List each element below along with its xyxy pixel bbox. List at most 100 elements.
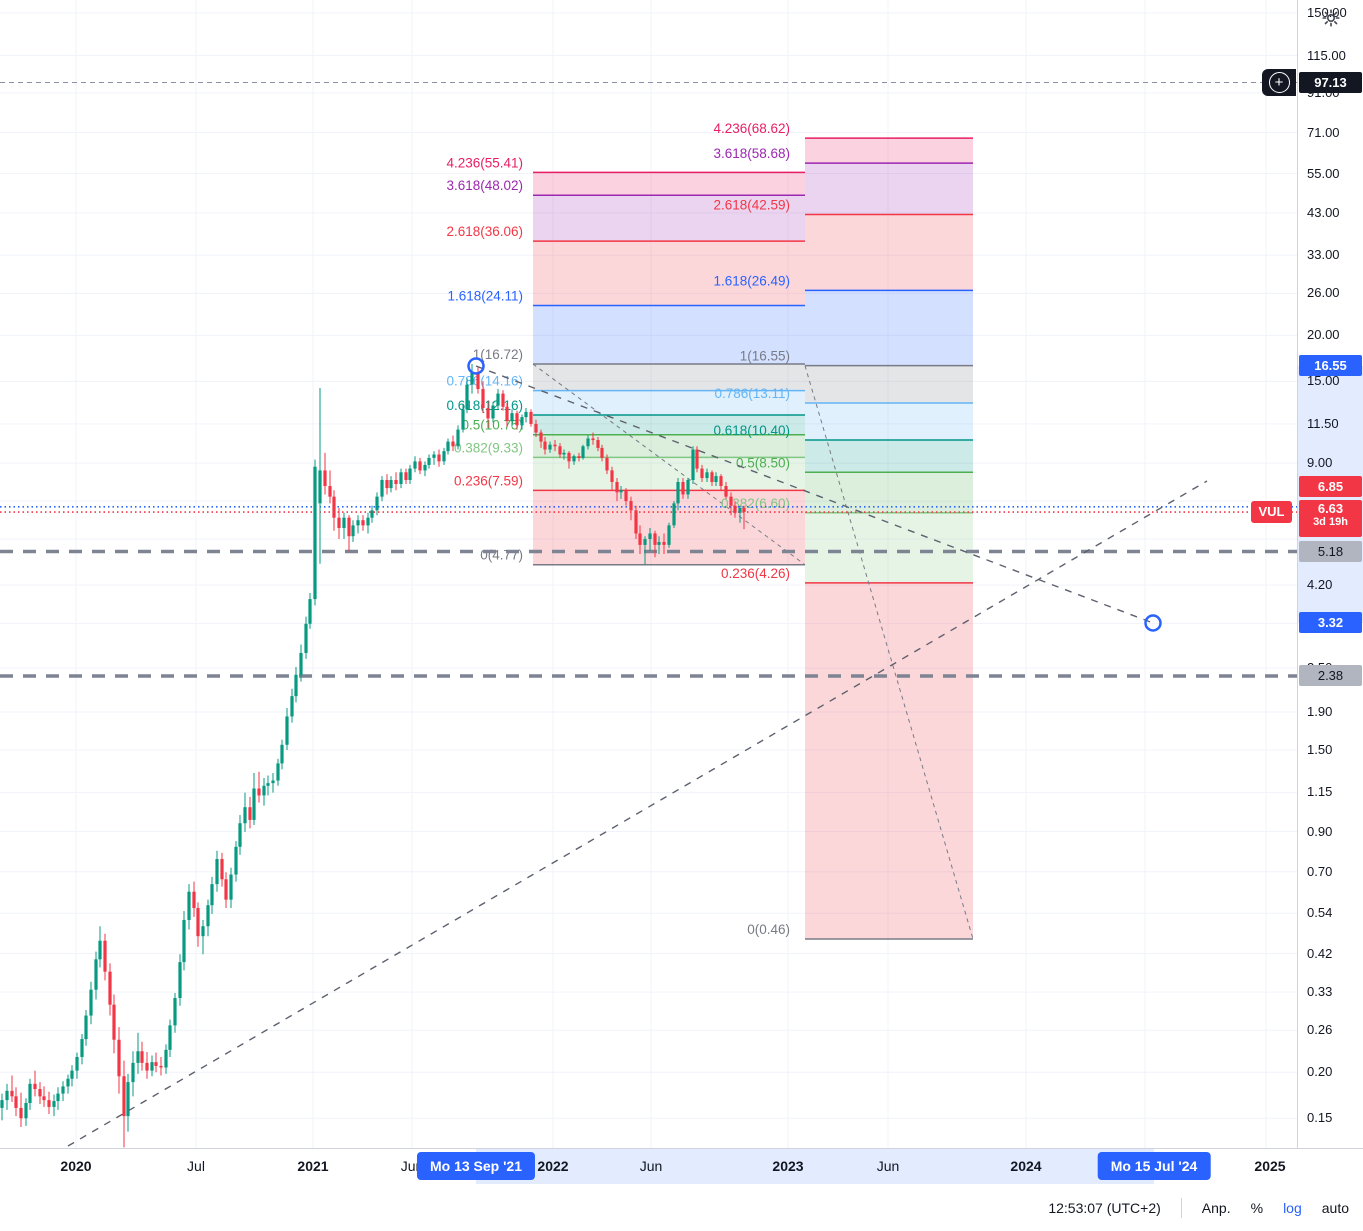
fib-level-label: 0.5(10.75) (461, 418, 523, 433)
price-tick: 11.50 (1307, 415, 1339, 431)
fib-level-label: 4.236(68.62) (713, 121, 790, 136)
symbol-price-label: VUL (1251, 501, 1292, 524)
candle-body (136, 1051, 140, 1063)
trendline-handle[interactable] (1144, 614, 1162, 632)
candle-body (742, 507, 746, 513)
candle-body (164, 1049, 168, 1068)
fib-band (533, 364, 805, 391)
candle-body (591, 438, 595, 441)
price-tick: 1.15 (1307, 784, 1333, 800)
candle-body (667, 525, 671, 545)
candle-body (66, 1078, 70, 1087)
candle-body (366, 517, 370, 526)
candle-body (432, 454, 436, 458)
chart-plot-area[interactable]: 0(4.77) 0.236(7.59) 0.382(9.33) 0.5(10.75) 0… (0, 0, 1297, 1148)
fib-band (805, 582, 973, 939)
add-alert-plus-button[interactable]: + (1262, 69, 1296, 96)
fib-level-label: 0.618(10.40) (713, 423, 790, 438)
anchor-date-1-badge: Mo 13 Sep '21 (416, 1152, 536, 1180)
candle-body (451, 441, 455, 447)
candle-body (294, 674, 298, 697)
candle-body (605, 457, 609, 471)
candle-body (89, 989, 93, 1016)
trendline-handle[interactable] (467, 357, 485, 375)
last-price-badge: 6.63 3d 19h (1299, 500, 1362, 538)
gear-icon[interactable] (1321, 8, 1341, 28)
countdown-label: 3d 19h (1313, 516, 1348, 529)
fib-band (533, 414, 805, 435)
candle-body (173, 998, 177, 1026)
candle-body (501, 393, 505, 407)
candle-body (648, 533, 652, 540)
fib-level-label: 1.618(26.49) (713, 273, 790, 288)
candle-body (318, 470, 322, 504)
fib-level-label: 1(16.55) (740, 349, 790, 364)
fib-anchor-line (804, 365, 974, 940)
time-tick: 2023 (772, 1158, 804, 1174)
candle-body (75, 1056, 79, 1071)
candle-body (285, 716, 289, 745)
candle-body (47, 1100, 51, 1107)
candle-body (313, 466, 317, 600)
candle-body (446, 441, 450, 452)
candle-body (491, 405, 495, 419)
fib-band (533, 305, 805, 365)
fib-level-label: 1.618(24.11) (447, 288, 523, 303)
candle-body (610, 470, 614, 482)
candle-body (38, 1089, 42, 1097)
fib-band (805, 365, 973, 403)
price-axis[interactable]: 150.00115.0091.0071.0055.0043.0033.0026.… (1297, 0, 1363, 1148)
time-axis-selection-highlight (476, 1149, 1154, 1184)
fib-band (533, 172, 805, 196)
candle-body (220, 859, 224, 880)
fib-band (533, 434, 805, 458)
candle-body (586, 438, 590, 447)
candle-body (710, 472, 714, 482)
candle-body (437, 454, 441, 462)
fib-level-label: 0.5(8.50) (736, 455, 790, 470)
candle-body (98, 940, 102, 960)
time-tick: Jul (187, 1158, 205, 1174)
candle-body (168, 1025, 172, 1050)
candle-body (558, 446, 562, 455)
price-tick: 20.00 (1307, 327, 1340, 343)
anchor-date-2-badge: Mo 15 Jul '24 (1097, 1152, 1211, 1180)
candle-body (539, 432, 543, 442)
candle-body (323, 470, 327, 487)
price-tick: 0.26 (1307, 1022, 1333, 1038)
candle-body (10, 1090, 14, 1097)
fib-band (805, 402, 973, 441)
toolbar-divider (1180, 1197, 1182, 1218)
time-tick: Jun (639, 1158, 663, 1174)
price-tick: 55.00 (1307, 165, 1340, 181)
candle-body (389, 480, 393, 489)
chart-canvas[interactable]: 0(4.77)0.236(7.59)0.382(9.33)0.5(10.75)0… (0, 0, 1297, 1148)
log-scale-toggle[interactable]: log (1283, 1199, 1302, 1216)
candle-body (427, 457, 431, 465)
candle-body (524, 411, 528, 418)
candle-body (108, 971, 112, 1005)
candle-body (117, 1039, 121, 1077)
clock-utc[interactable]: 12:53:07 (UTC+2) (1048, 1199, 1161, 1216)
price-tick: 0.54 (1307, 905, 1333, 921)
percent-scale-toggle[interactable]: % (1250, 1199, 1264, 1216)
candle-body (394, 480, 398, 485)
time-tick: 2024 (1010, 1158, 1042, 1174)
candle-body (399, 472, 403, 485)
fib-level-label: 0(0.46) (747, 922, 790, 937)
auto-scale-toggle[interactable]: auto (1321, 1199, 1349, 1216)
candle-body (103, 940, 107, 972)
candle-body (465, 384, 469, 410)
candle-body (304, 623, 308, 653)
price-tick: 9.00 (1307, 455, 1333, 471)
time-axis[interactable]: 2020 Jul 2021 Jun 2022 Jun 2023 Jun 2024 2025 Mo 1… (0, 1148, 1363, 1184)
candle-body (529, 411, 533, 424)
candle-body (442, 451, 446, 462)
axis-settings-corner[interactable] (1297, 0, 1363, 36)
candle-body (705, 472, 709, 479)
candle-body (577, 456, 581, 458)
adjust-data-toggle[interactable]: Anp. (1201, 1199, 1231, 1216)
candle-body (94, 959, 98, 990)
candle-body (262, 785, 266, 796)
